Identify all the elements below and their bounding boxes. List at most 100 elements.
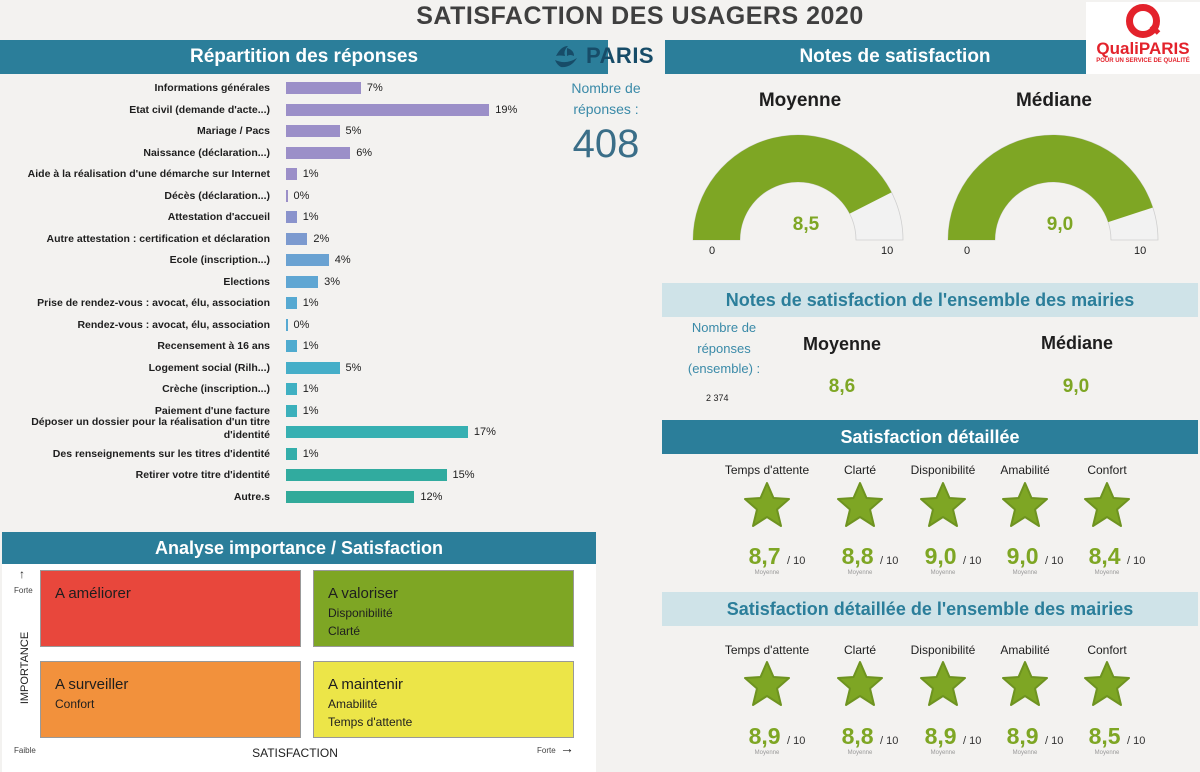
bar	[286, 146, 351, 159]
star-icon	[1002, 482, 1048, 527]
bar	[286, 361, 340, 374]
criterion-score: 8,9 / 10	[722, 723, 832, 750]
category-label: Retirer votre titre d'identité	[135, 469, 270, 481]
criterion-sublabel: Moyenne	[847, 570, 873, 576]
category-label: Rendez-vous : avocat, élu, association	[77, 318, 270, 331]
bar-value-label: 12%	[420, 490, 443, 503]
category-label: Autre attestation : certification et déc…	[46, 232, 270, 245]
bar-value-label: 19%	[495, 103, 518, 116]
category-label: Mariage / Pacs	[197, 125, 270, 137]
criterion-score-denominator: / 10	[880, 735, 899, 747]
criterion-score-value: 8,8	[841, 543, 874, 569]
bar-value-label: 1%	[302, 297, 319, 309]
criterion-label: Amabilité	[1000, 643, 1050, 657]
median-gauge-min: 0	[964, 245, 971, 257]
criterion-score: 8,8 / 10	[815, 543, 925, 570]
quadrant-surveiller-item: Confort	[55, 697, 95, 711]
matrix-section-header: Analyse importance / Satisfaction	[2, 532, 596, 564]
quadrant-maintenir-title: A maintenir	[328, 676, 404, 693]
category-label: Attestation d'accueil	[167, 211, 270, 223]
median-gauge-fill	[948, 135, 1153, 240]
category-label: Informations générales	[154, 82, 270, 94]
criterion-label: Disponibilité	[910, 643, 976, 657]
importance-axis-label: IMPORTANCE	[19, 631, 31, 705]
bar	[286, 490, 415, 503]
star-icon	[744, 482, 790, 527]
page-title: SATISFACTION DES USAGERS 2020	[416, 2, 864, 30]
category-label: Déposer un dossier pour la réalisation d…	[31, 416, 270, 441]
paris-logo: PARIS	[552, 42, 654, 70]
star-icon	[1084, 482, 1130, 527]
quadrant-valoriser-item: Clarté	[328, 624, 361, 638]
criterion-score-denominator: / 10	[1127, 555, 1146, 567]
star-icon	[920, 661, 966, 706]
ensemble-mean-title: Moyenne	[802, 334, 881, 354]
bar	[286, 340, 297, 352]
criterion-score: 8,4 / 10	[1062, 543, 1172, 570]
criterion-sublabel: Moyenne	[1094, 750, 1120, 756]
criterion-label: Temps d'attente	[724, 463, 810, 477]
category-label: Des renseignements sur les titres d'iden…	[52, 447, 270, 460]
detail-ensemble-section-header: Satisfaction détaillée de l'ensemble des…	[662, 592, 1198, 626]
category-label: Naissance (déclaration...)	[143, 146, 270, 159]
bar-value-label: 2%	[313, 232, 330, 245]
ensemble-median-value: 9,0	[1062, 376, 1090, 397]
bar-value-label: 1%	[302, 383, 319, 395]
bar-value-label: 1%	[302, 168, 319, 180]
quadrant-ameliorer: A améliorer	[40, 570, 301, 647]
bar-value-label: 1%	[302, 447, 319, 460]
criterion-score-denominator: / 10	[880, 555, 899, 567]
bar	[286, 82, 361, 94]
bar	[286, 254, 329, 266]
responses-section-header: Répartition des réponses	[0, 40, 608, 74]
criterion-score-value: 8,9	[924, 723, 957, 749]
category-label: Elections	[223, 275, 270, 288]
satisfaction-high-label: Forte	[537, 746, 556, 755]
category-label: Aide à la réalisation d'une démarche sur…	[27, 168, 270, 180]
criterion-score-denominator: / 10	[787, 735, 806, 747]
star-icon	[1002, 661, 1048, 706]
criterion-label: Confort	[1087, 643, 1127, 657]
responses-count: 408	[572, 122, 640, 166]
mean-gauge-fill	[693, 135, 892, 240]
criterion-score-value: 8,4	[1088, 543, 1121, 569]
category-label: Crèche (inscription...)	[162, 383, 270, 395]
criterion-score-denominator: / 10	[963, 735, 982, 747]
criterion-score: 8,5 / 10	[1062, 723, 1172, 750]
criterion-score-value: 8,5	[1088, 723, 1121, 749]
bar	[286, 383, 297, 395]
star-icon	[1084, 661, 1130, 706]
star-icon	[920, 482, 966, 527]
criterion-score-value: 8,8	[841, 723, 874, 749]
star-icon	[744, 661, 790, 706]
criterion-label: Amabilité	[1000, 463, 1050, 477]
mean-gauge-value: 8,5	[792, 214, 820, 235]
criterion-label: Clarté	[843, 463, 876, 477]
quadrant-valoriser-item: Disponibilité	[328, 606, 393, 620]
criterion-label: Clarté	[843, 643, 876, 657]
quali-tagline: POUR UN SERVICE DE QUALITÉ	[1096, 58, 1190, 64]
median-gauge	[947, 134, 1159, 241]
criterion-score: 8,9 / 10	[898, 723, 1008, 750]
bar-value-label: 0%	[293, 318, 310, 331]
bar-value-label: 1%	[302, 340, 319, 352]
bar	[286, 404, 297, 417]
detail-section-header: Satisfaction détaillée	[662, 420, 1198, 454]
bar-value-label: 1%	[302, 211, 319, 223]
importance-high-label: Forte	[14, 586, 33, 595]
bar	[286, 426, 468, 438]
criterion-sublabel: Moyenne	[930, 750, 956, 756]
category-label: Logement social (Rilh...)	[148, 361, 270, 374]
criterion-score: 9,0 / 10	[898, 543, 1008, 570]
category-label: Paiement d'une facture	[154, 404, 270, 417]
category-label: Recensement à 16 ans	[157, 340, 270, 352]
bar-value-label: 5%	[345, 125, 362, 137]
category-label: Prise de rendez-vous : avocat, élu, asso…	[37, 297, 270, 309]
criterion-score-denominator: / 10	[1045, 735, 1064, 747]
criterion-score-value: 9,0	[924, 543, 957, 569]
category-label: Autre.s	[233, 490, 270, 503]
quadrant-maintenir-item: Temps d'attente	[328, 715, 413, 729]
bar-value-label: 0%	[293, 189, 310, 202]
star-icon	[837, 661, 883, 706]
satisfaction-arrow-icon: →	[560, 740, 574, 756]
